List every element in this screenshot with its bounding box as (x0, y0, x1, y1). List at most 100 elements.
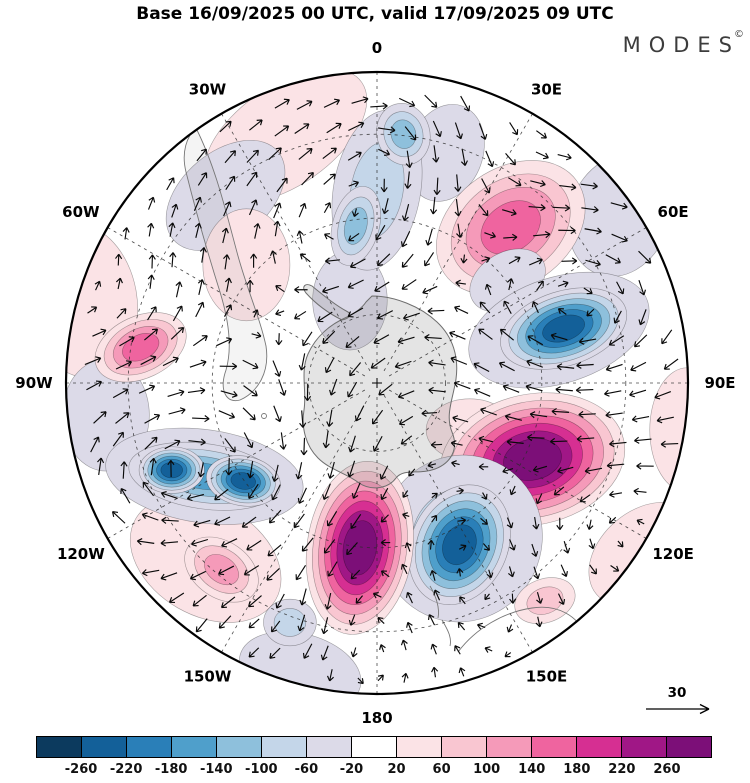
polar-map: 0 30E 60E 90E 120E 150E 180 150W 120W 90W 60W 30W 30 (15, 39, 735, 727)
wind-arrow-glyph (293, 513, 305, 529)
wind-arrow-glyph (346, 542, 358, 556)
wind-arrow-glyph (223, 201, 232, 217)
wind-arrow-glyph (586, 519, 594, 530)
meridian-label: 120E (652, 545, 694, 563)
wind-arrow (560, 564, 568, 577)
wind-arrow (550, 332, 568, 341)
wind-arrow-glyph (432, 120, 442, 138)
wind-arrow (459, 596, 466, 605)
wind-arrow (148, 254, 156, 269)
wind-arrow (172, 305, 183, 322)
wind-arrow-glyph (269, 647, 281, 659)
wind-arrow-glyph (301, 537, 314, 552)
wind-arrow-glyph (380, 570, 390, 578)
wind-arrow (455, 279, 466, 287)
wind-arrow (408, 468, 416, 477)
wind-arrow-glyph (194, 222, 202, 238)
wind-arrow (350, 647, 358, 658)
wind-arrow-glyph (246, 540, 262, 551)
wind-arrow (478, 123, 488, 140)
wind-arrow-glyph (189, 359, 207, 368)
wind-arrow-glyph (296, 230, 304, 244)
wind-arrow (246, 540, 262, 551)
wind-arrow (298, 202, 307, 218)
wind-arrow-glyph (611, 233, 628, 243)
wind-arrow-glyph (377, 674, 384, 682)
wind-arrow-glyph (575, 386, 594, 394)
wind-arrow (401, 279, 417, 290)
wind-arrow-glyph (324, 357, 335, 374)
wind-arrow-glyph (401, 253, 414, 268)
wind-arrow (144, 436, 158, 450)
wind-arrow (250, 253, 258, 268)
colorbar-cell (216, 736, 262, 758)
wind-arrow-glyph (116, 308, 127, 319)
wind-arrow-glyph (147, 222, 155, 237)
wind-arrow-glyph (136, 538, 155, 546)
wind-arrow-glyph (350, 513, 362, 530)
wind-arrow (506, 624, 514, 633)
wind-arrow (656, 416, 674, 424)
colorbar-label: 100 (473, 762, 501, 777)
wind-arrow (578, 410, 596, 419)
wind-arrow (482, 543, 490, 551)
wind-arrow-glyph (298, 353, 306, 371)
wind-arrow-glyph (581, 206, 599, 214)
wind-arrow-glyph (300, 437, 308, 456)
wind-arrow (432, 120, 442, 138)
wind-arrow (136, 538, 155, 546)
colorbar-label: 60 (432, 762, 451, 777)
wind-arrow (322, 147, 337, 160)
wind-arrow-glyph (398, 97, 416, 108)
wind-arrow (555, 386, 573, 394)
wind-arrow (249, 119, 263, 131)
wind-arrow (609, 440, 627, 448)
wind-arrow (348, 180, 359, 188)
wind-arrow-glyph (94, 280, 102, 291)
wind-arrow-glyph (482, 543, 490, 551)
wind-arrow (186, 493, 204, 502)
wind-arrow-glyph (456, 487, 464, 495)
wind-arrow-glyph (295, 462, 303, 480)
wind-arrow-glyph (149, 457, 157, 476)
wind-arrow (374, 281, 390, 292)
wind-arrow-glyph (478, 328, 493, 340)
wind-arrow (398, 97, 416, 108)
colorbar-label: 260 (653, 762, 681, 777)
wind-arrow (484, 646, 493, 653)
wind-arrow-glyph (221, 227, 229, 244)
wind-arrow (219, 120, 232, 133)
wind-arrow (192, 594, 207, 607)
wind-arrow (509, 485, 517, 496)
wind-arrow (454, 174, 462, 192)
wind-arrow-glyph (169, 252, 177, 268)
wind-arrow (298, 147, 313, 160)
wind-arrow (583, 287, 593, 295)
wind-arrow-glyph (402, 312, 420, 321)
wind-arrow-glyph (219, 120, 232, 133)
wind-arrow-glyph (376, 253, 391, 267)
wind-arrow (216, 337, 233, 347)
wind-arrow-glyph (248, 483, 259, 500)
wind-arrow (350, 513, 362, 530)
wind-arrow (214, 488, 229, 501)
wind-arrow-glyph (559, 183, 577, 191)
wind-arrow-glyph (405, 591, 413, 604)
wind-arrow-glyph (370, 357, 386, 369)
wind-arrow-glyph (400, 230, 411, 248)
wind-arrow (112, 388, 129, 399)
wind-arrow-glyph (218, 615, 232, 629)
wind-arrow-glyph (248, 595, 262, 608)
wind-arrow-glyph (326, 122, 342, 134)
wind-arrow-glyph (578, 337, 597, 345)
wind-arrow (295, 565, 307, 581)
wind-arrow (220, 596, 236, 609)
wind-arrow-glyph (214, 488, 229, 501)
wind-arrow (299, 253, 311, 263)
wind-arrow-glyph (275, 593, 285, 609)
wind-arrow-glyph (478, 463, 489, 471)
wind-arrow (225, 457, 233, 476)
modes-logo-text: MODES (622, 33, 740, 57)
colorbar-cell (621, 736, 667, 758)
wind-arrow (348, 232, 360, 242)
